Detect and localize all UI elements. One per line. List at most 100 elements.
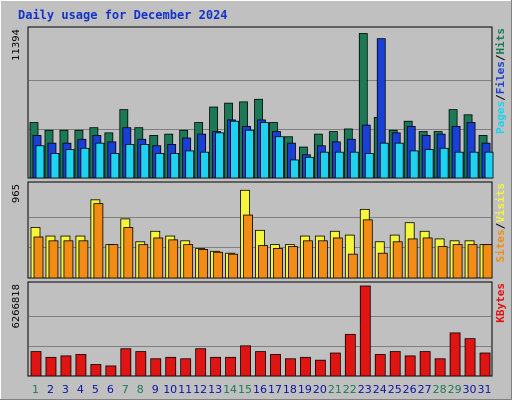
- bar-sites: [33, 236, 44, 279]
- bar-kbytes: [434, 358, 446, 377]
- day-tick-label: 11: [178, 383, 192, 396]
- bar-pages: [95, 142, 105, 179]
- series-label-part: /: [494, 222, 507, 229]
- bar-pages: [394, 142, 404, 179]
- bar-pages: [424, 149, 434, 179]
- bar-sites: [317, 240, 328, 279]
- bar-pages: [364, 153, 374, 179]
- bar-kbytes: [195, 348, 207, 377]
- chart-title: Daily usage for December 2024: [18, 8, 228, 22]
- day-tick-label: 14: [223, 383, 237, 396]
- bar-kbytes: [344, 333, 356, 377]
- bar-kbytes: [60, 355, 72, 377]
- series-label: Pages/Files/Hits: [494, 28, 507, 134]
- series-label: KBytes: [494, 283, 507, 323]
- day-tick-label: 16: [253, 383, 267, 396]
- series-label-part: Files: [494, 61, 507, 94]
- bar-pages: [215, 132, 225, 179]
- bar-kbytes: [270, 354, 281, 377]
- bar-kbytes: [285, 358, 296, 377]
- day-tick-label: 23: [358, 383, 372, 396]
- bar-kbytes: [75, 354, 87, 377]
- bar-sites: [407, 238, 418, 279]
- bar-pages: [290, 159, 299, 179]
- day-tick-label: 20: [313, 383, 327, 396]
- bar-sites: [123, 227, 134, 279]
- bar-kbytes: [150, 358, 162, 377]
- bar-sites: [228, 253, 238, 279]
- bar-pages: [305, 156, 314, 179]
- day-tick-label: 26: [403, 383, 417, 396]
- bar-pages: [50, 153, 60, 179]
- bar-sites: [288, 246, 298, 279]
- y-max-label: 6266818: [11, 284, 22, 329]
- bar-sites: [258, 245, 268, 279]
- bar-pages: [80, 147, 90, 179]
- chart-panel-2: 965 Sites/Visits: [11, 181, 507, 279]
- bar-pages: [230, 120, 239, 179]
- day-tick-label: 9: [152, 383, 159, 396]
- bar-pages: [409, 150, 419, 179]
- bar-sites: [78, 240, 89, 279]
- day-tick-label: 21: [328, 383, 342, 396]
- bar-sites: [153, 237, 164, 279]
- bar-kbytes: [240, 345, 251, 377]
- bar-sites: [108, 244, 119, 279]
- day-tick-label: 3: [62, 383, 69, 396]
- bar-pages: [35, 145, 45, 179]
- day-tick-label: 12: [193, 383, 207, 396]
- day-tick-label: 30: [463, 383, 477, 396]
- day-tick-label: 25: [388, 383, 402, 396]
- bar-pages: [245, 129, 254, 179]
- series-label-part: KBytes: [494, 283, 507, 323]
- bar-pages: [469, 151, 479, 179]
- bar-sites: [183, 244, 194, 279]
- bar-sites: [48, 240, 59, 279]
- day-labels: 1 2 3 4 5 6 7 8 9 10 11 12 13 14 15 16 17 18 19 20 21 22 23 24 2…: [32, 383, 492, 396]
- bar-kbytes: [300, 356, 311, 377]
- bar-kbytes: [180, 358, 192, 377]
- bar-kbytes: [464, 338, 476, 377]
- series-label: Sites/Visits: [494, 183, 507, 263]
- day-tick-label: 19: [298, 383, 312, 396]
- bar-kbytes: [225, 356, 236, 377]
- bar-kbytes: [314, 359, 326, 377]
- bar-pages: [275, 136, 284, 179]
- bar-kbytes: [419, 351, 431, 377]
- day-tick-label: 13: [208, 383, 222, 396]
- day-tick-label: 1: [32, 383, 39, 396]
- bar-kbytes: [210, 356, 222, 377]
- bar-kbytes: [389, 351, 401, 377]
- day-tick-label: 5: [92, 383, 99, 396]
- bar-pages: [155, 153, 165, 179]
- day-tick-label: 2: [47, 383, 54, 396]
- chart-panel-1: 11394 Pages/Files/Hits: [11, 26, 507, 179]
- day-tick-label: 7: [122, 383, 129, 396]
- bar-sites: [273, 248, 283, 279]
- bar-sites: [437, 246, 448, 279]
- day-tick-label: 8: [137, 383, 144, 396]
- series-label-part: Hits: [494, 28, 507, 55]
- bar-pages: [454, 151, 464, 179]
- bar-pages: [439, 147, 449, 179]
- bar-kbytes: [449, 332, 461, 377]
- y-max-label: 965: [11, 184, 22, 203]
- bar-pages: [200, 151, 210, 179]
- bar-sites: [452, 244, 463, 279]
- bar-sites: [482, 244, 493, 279]
- bar-sites: [377, 252, 388, 279]
- bar-kbytes: [120, 348, 132, 377]
- bar-sites: [332, 237, 343, 279]
- day-tick-label: 18: [283, 383, 297, 396]
- bar-kbytes: [90, 364, 102, 377]
- series-label-part: /: [494, 54, 507, 61]
- y-max-label: 11394: [11, 29, 22, 61]
- bar-pages: [65, 149, 75, 179]
- bar-sites: [198, 248, 209, 279]
- day-tick-label: 24: [373, 383, 387, 396]
- day-tick-label: 10: [163, 383, 177, 396]
- day-tick-label: 31: [478, 383, 492, 396]
- series-label-part: Visits: [494, 183, 507, 223]
- bar-pages: [125, 144, 135, 179]
